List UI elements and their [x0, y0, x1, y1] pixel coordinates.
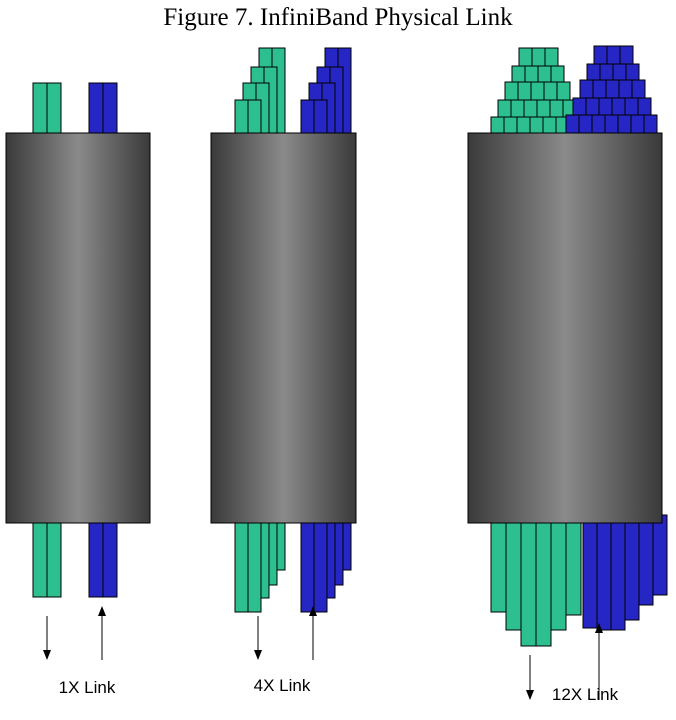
link-3-receive-lane-bottom [638, 514, 654, 606]
link-3-send-lane-bottom [520, 514, 537, 647]
link-1-receive-lane-bottom [88, 514, 104, 598]
link-1-cable [5, 132, 151, 524]
link-2-send-lane-bottom [247, 514, 262, 613]
link-2-receive-arrow [309, 606, 317, 660]
link-3-cable [467, 132, 663, 524]
link-3-receive-lane-bottom [610, 514, 626, 631]
link-3-receive-lane-bottom [624, 514, 640, 621]
link-3-send-lane-bottom [535, 514, 552, 647]
link-2-transmit-arrow [254, 616, 262, 660]
link-2-cable [210, 132, 357, 524]
link-2-receive-lane-bottom [313, 514, 328, 613]
link-3-receive-lane-bottom [582, 514, 598, 629]
link-1-receive-lane-bottom [102, 514, 118, 598]
link-1-receive-arrow [98, 606, 106, 660]
link-1-send-lane-bottom [32, 514, 48, 598]
link-3-send-lane-bottom [565, 514, 582, 616]
link-3-send-lane-bottom [490, 514, 507, 613]
link-1-label: 1X Link [59, 678, 116, 697]
link-3-send-lane-bottom [550, 514, 567, 631]
link-2-receive-lane-bottom [300, 514, 315, 613]
link-3-transmit-arrow [526, 655, 534, 700]
link-3-receive-arrow [595, 623, 603, 700]
link-2-label: 4X Link [254, 676, 311, 695]
link-3-send-lane-bottom [505, 514, 522, 631]
figure-title: Figure 7. InfiniBand Physical Link [163, 4, 513, 31]
link-3-receive-lane-bottom [652, 514, 668, 596]
link-2-send-lane-bottom [234, 514, 249, 613]
link-1-transmit-arrow [43, 616, 51, 660]
link-3-label: 12X Link [552, 685, 619, 704]
link-3-receive-lane-bottom [596, 514, 612, 631]
link-1-send-lane-bottom [46, 514, 62, 598]
